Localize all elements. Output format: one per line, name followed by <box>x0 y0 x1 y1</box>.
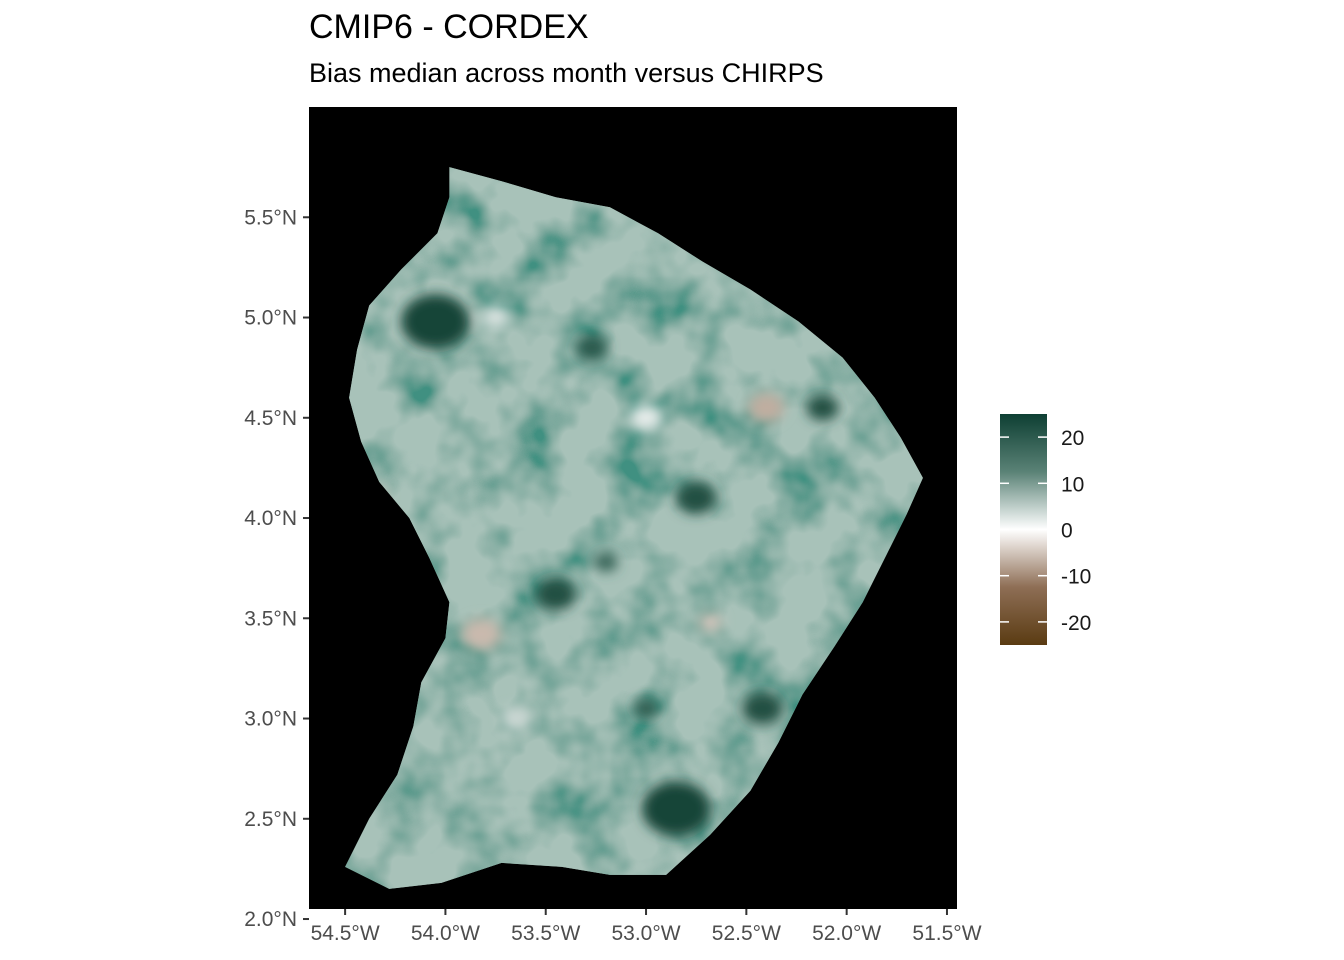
legend: 20 10 0 -10 -20 <box>1000 414 1091 645</box>
y-tick-label: 4.5°N <box>244 407 297 430</box>
y-tick-label: 4.0°N <box>244 507 297 530</box>
x-tick-label: 52.5°W <box>712 922 781 945</box>
bias-features <box>363 294 839 837</box>
x-tick-label: 53.0°W <box>611 922 680 945</box>
legend-ticks: 20 10 0 -10 -20 <box>1000 427 1091 635</box>
bias-feature <box>401 294 470 349</box>
bias-feature <box>634 698 659 719</box>
bias-feature <box>676 481 717 515</box>
bias-feature <box>629 404 663 431</box>
legend-tick-label: -20 <box>1061 612 1091 635</box>
y-tick-label: 3.5°N <box>244 607 297 630</box>
x-axis: 54.5°W 54.0°W 53.5°W 53.0°W 52.5°W 52.0°W 51.5… <box>311 909 982 945</box>
y-tick-label: 2.5°N <box>244 808 297 831</box>
chart-title: CMIP6 - CORDEX <box>309 8 589 46</box>
y-axis: 2.0°N 2.5°N 3.0°N 3.5°N 4.0°N 4.5°N 5.0°N 5.5°N <box>244 206 309 931</box>
bias-feature <box>748 393 785 423</box>
x-tick-label: 54.0°W <box>411 922 480 945</box>
y-tick-label: 2.0°N <box>244 908 297 931</box>
x-tick-label: 53.5°W <box>511 922 580 945</box>
legend-tick-label: 10 <box>1061 473 1084 496</box>
bias-feature <box>481 306 510 329</box>
x-tick-label: 54.5°W <box>311 922 380 945</box>
legend-tick-label: 20 <box>1061 427 1084 450</box>
x-tick-label: 51.5°W <box>912 922 981 945</box>
bias-feature <box>575 334 608 361</box>
bias-feature <box>698 612 723 632</box>
legend-tick-label: -10 <box>1061 566 1091 589</box>
y-tick-label: 3.0°N <box>244 708 297 731</box>
bias-feature <box>461 618 502 651</box>
bias-feature <box>501 707 530 730</box>
map-region <box>345 167 923 889</box>
bias-feature <box>535 578 576 611</box>
y-tick-label: 5.5°N <box>244 206 297 229</box>
y-tick-label: 5.0°N <box>244 307 297 330</box>
bias-feature <box>742 692 783 725</box>
bias-feature <box>806 394 839 421</box>
x-tick-label: 52.0°W <box>812 922 881 945</box>
bias-feature <box>642 781 711 837</box>
legend-tick-label: 0 <box>1061 520 1073 543</box>
bias-feature <box>593 552 618 572</box>
chart-subtitle: Bias median across month versus CHIRPS <box>309 58 824 88</box>
